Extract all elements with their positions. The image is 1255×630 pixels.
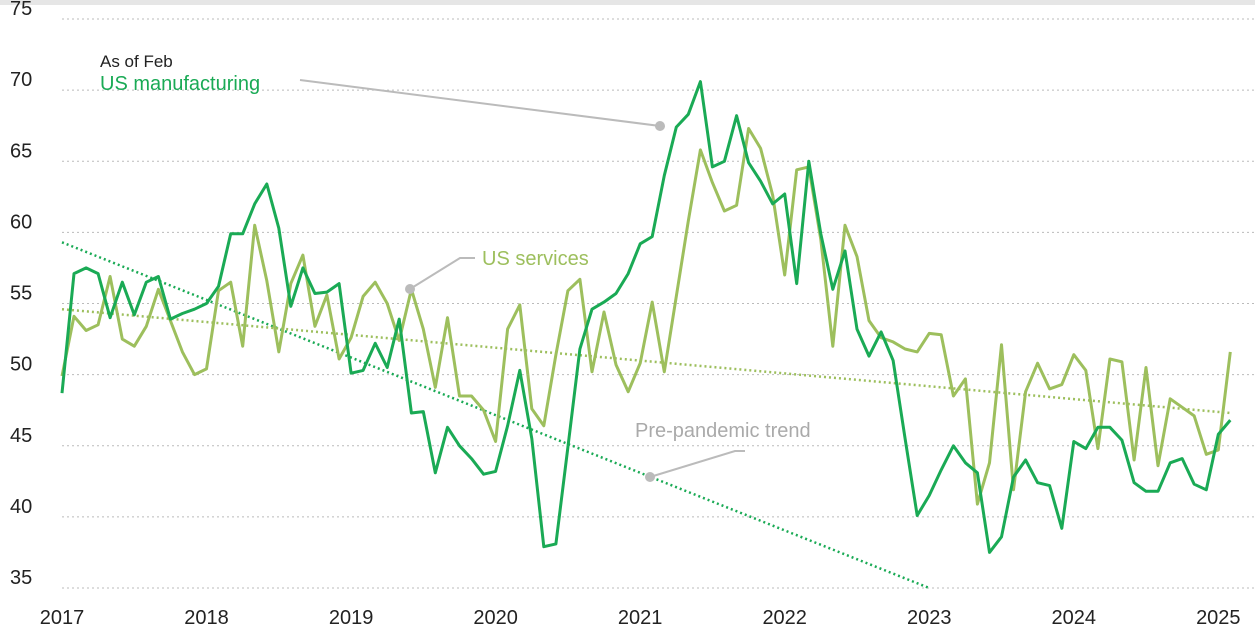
y-tick-label: 70 bbox=[10, 69, 32, 91]
series-line bbox=[60, 80, 1232, 554]
x-tick-label: 2020 bbox=[473, 607, 518, 629]
series-line bbox=[60, 127, 1232, 506]
x-tick-label: 2023 bbox=[907, 607, 952, 629]
leader-line bbox=[409, 257, 475, 290]
trend-label: Pre-pandemic trend bbox=[635, 420, 811, 442]
note: As of Feb bbox=[100, 52, 173, 71]
leader-line bbox=[299, 79, 661, 127]
leader-dot bbox=[655, 121, 665, 131]
x-tick-label: 2021 bbox=[618, 607, 663, 629]
y-tick-label: 50 bbox=[10, 354, 32, 376]
trend-line bbox=[61, 307, 1231, 415]
y-tick-label: 65 bbox=[10, 140, 32, 162]
y-tick-label: 75 bbox=[10, 0, 32, 20]
x-tick-label: 2018 bbox=[184, 607, 229, 629]
y-tick-label: 55 bbox=[10, 283, 32, 305]
y-tick-label: 45 bbox=[10, 425, 32, 447]
leader-dot bbox=[645, 472, 655, 482]
services-label: US services bbox=[482, 248, 589, 270]
x-tick-label: 2025 bbox=[1196, 607, 1241, 629]
trend-line bbox=[61, 241, 930, 590]
leader-line bbox=[649, 450, 745, 478]
y-tick-label: 35 bbox=[10, 567, 32, 589]
y-tick-label: 60 bbox=[10, 211, 32, 233]
y-tick-label: 40 bbox=[10, 496, 32, 518]
x-tick-label: 2017 bbox=[40, 607, 85, 629]
manufacturing-label: US manufacturing bbox=[100, 73, 260, 95]
top-band bbox=[0, 0, 1255, 5]
x-tick-label: 2019 bbox=[329, 607, 374, 629]
x-tick-label: 2022 bbox=[762, 607, 807, 629]
leader-dot bbox=[405, 284, 415, 294]
x-tick-label: 2024 bbox=[1052, 607, 1097, 629]
